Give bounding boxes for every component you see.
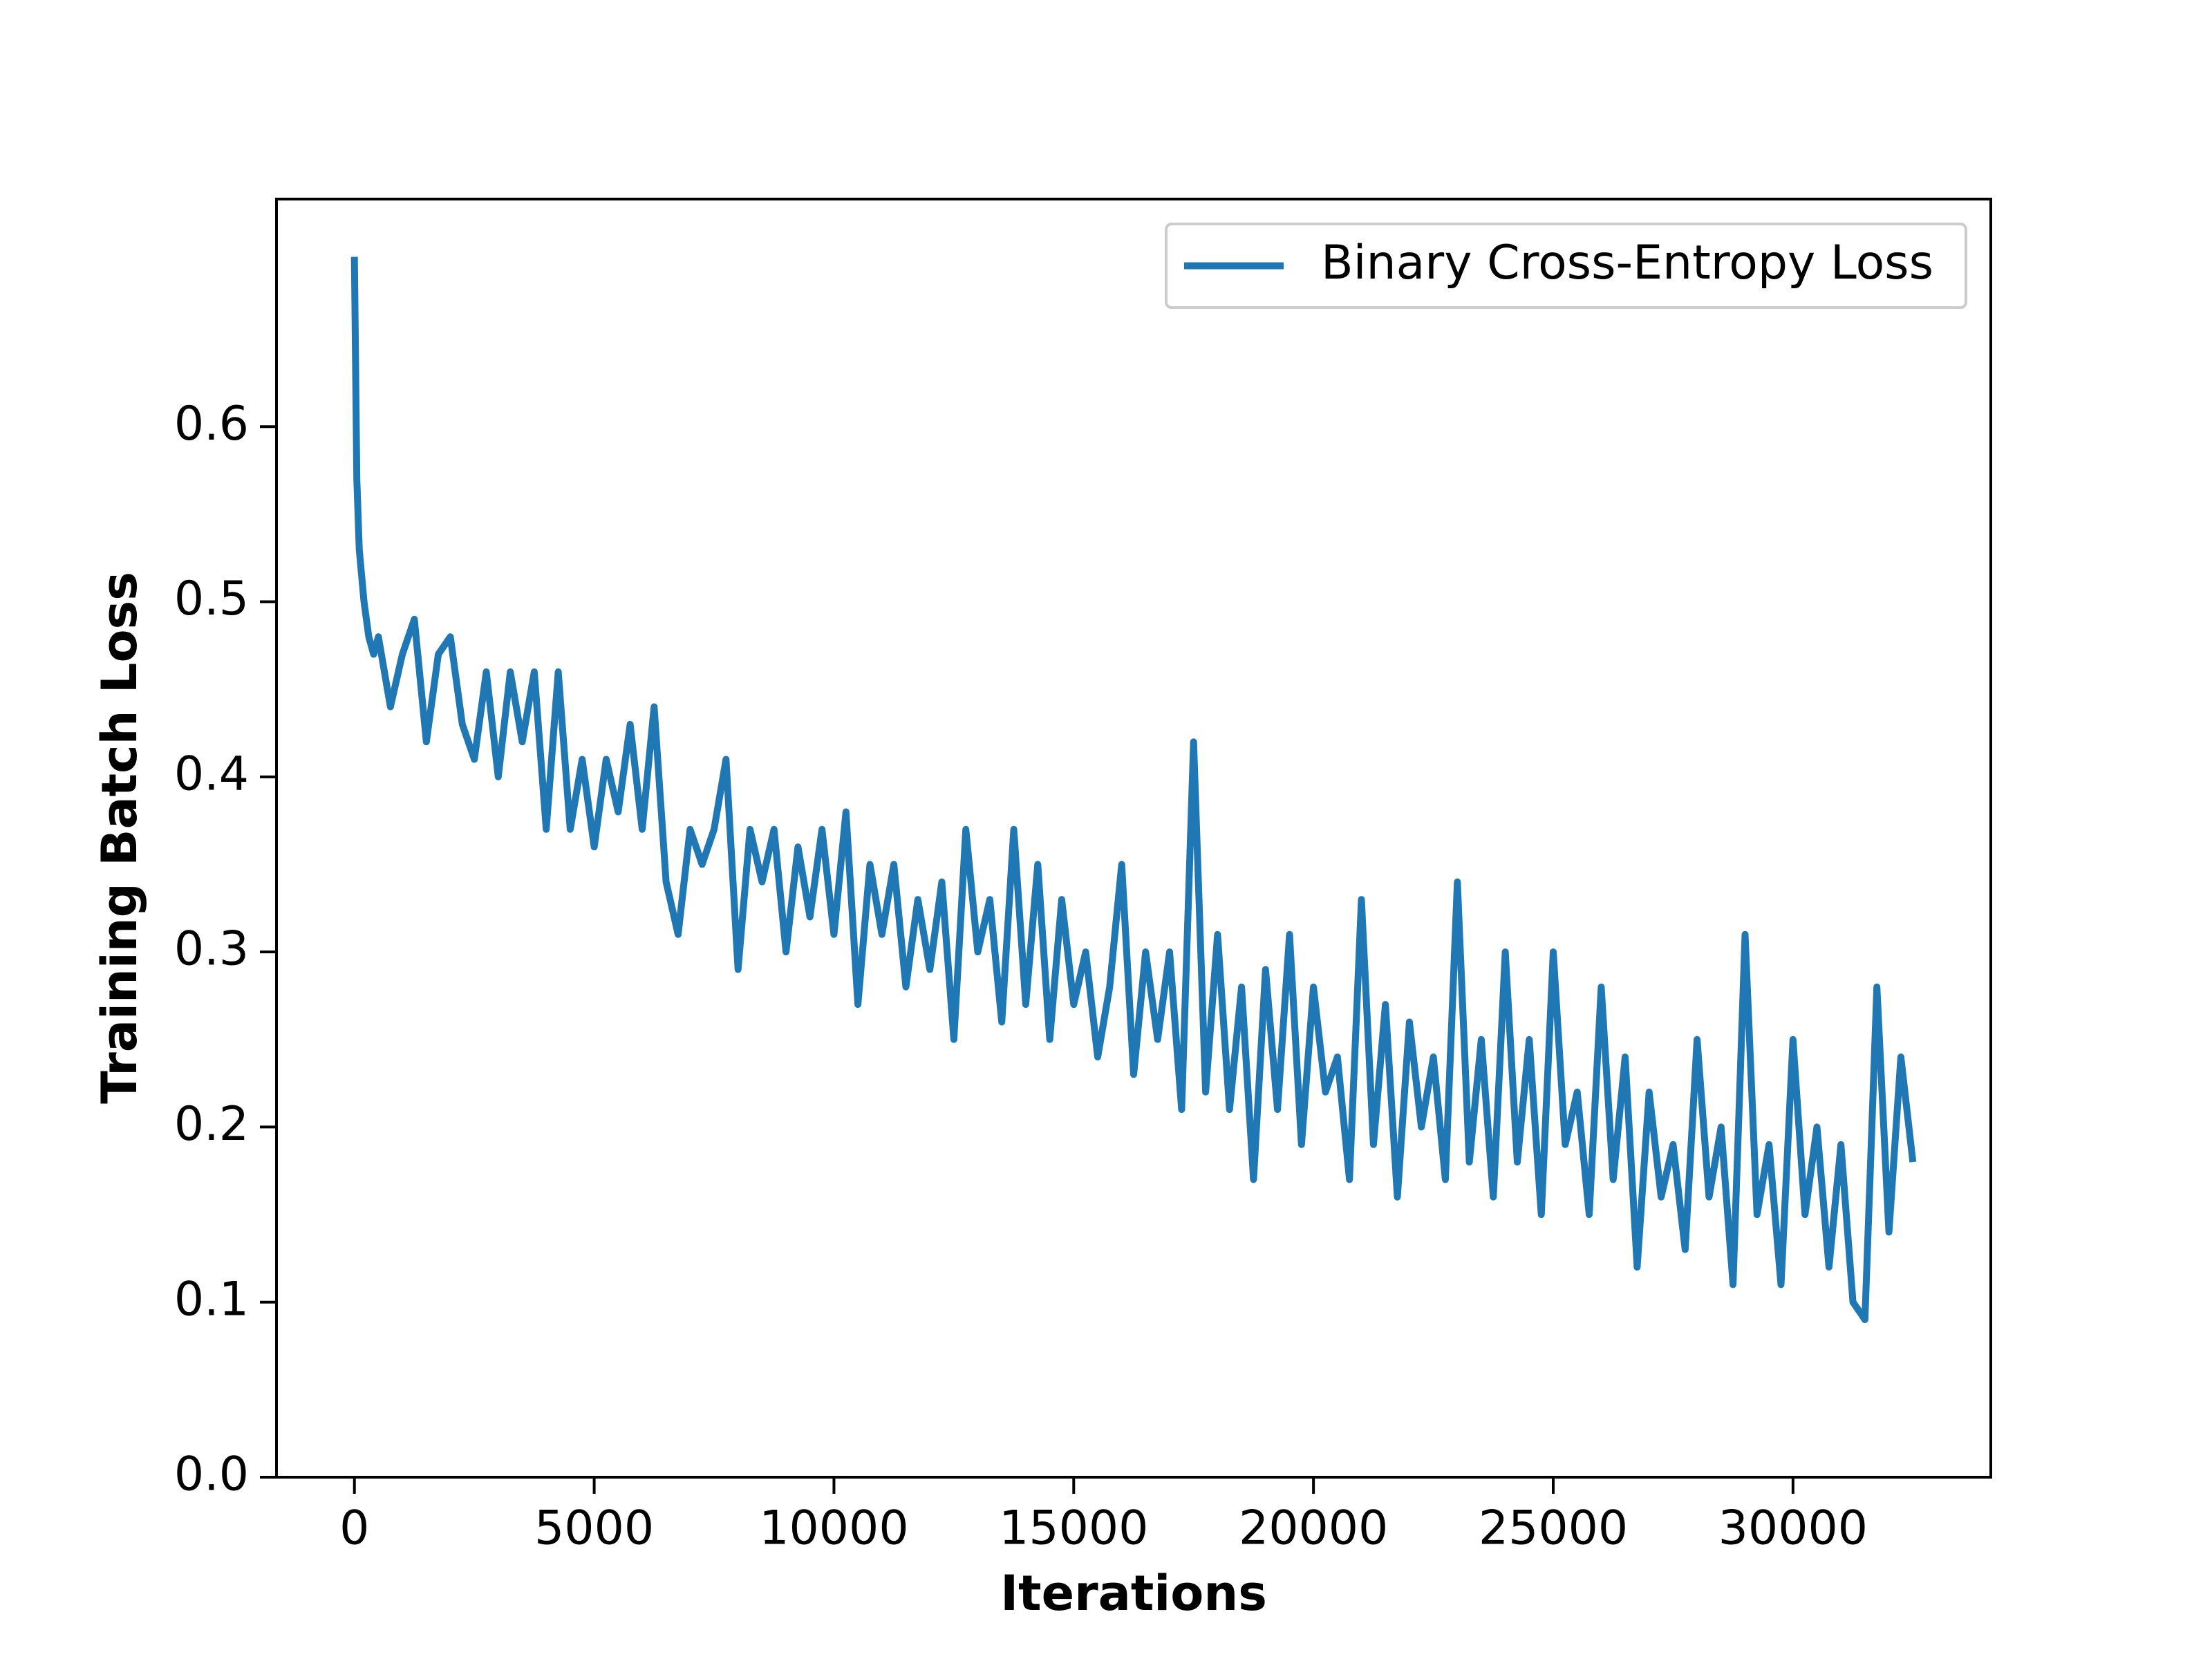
- data-line: [350, 256, 1917, 1323]
- legend-frame: [1165, 223, 1967, 309]
- x-tick-label: 20000: [1239, 1501, 1388, 1556]
- y-axis-label: Training Batch Loss: [91, 572, 148, 1104]
- x-tick-label: 0: [339, 1501, 369, 1556]
- y-tick-label: 0.2: [174, 1097, 249, 1152]
- y-tick-label: 0.4: [174, 747, 249, 801]
- y-tick-label: 0.1: [174, 1272, 249, 1327]
- x-tick-label: 25000: [1479, 1501, 1628, 1556]
- y-tick-label: 0.5: [174, 572, 249, 626]
- x-tick-label: 15000: [999, 1501, 1148, 1556]
- legend-label: Binary Cross-Entropy Loss: [1321, 236, 1933, 290]
- plot-frame: [275, 198, 1992, 1479]
- y-tick-label: 0.3: [174, 922, 249, 977]
- y-tick-label: 0.0: [174, 1447, 249, 1502]
- y-tick-label: 0.6: [174, 397, 249, 451]
- x-axis-label: Iterations: [1000, 1565, 1267, 1622]
- x-tick-label: 30000: [1718, 1501, 1868, 1556]
- x-tick-label: 5000: [534, 1501, 654, 1556]
- x-tick-label: 10000: [759, 1501, 908, 1556]
